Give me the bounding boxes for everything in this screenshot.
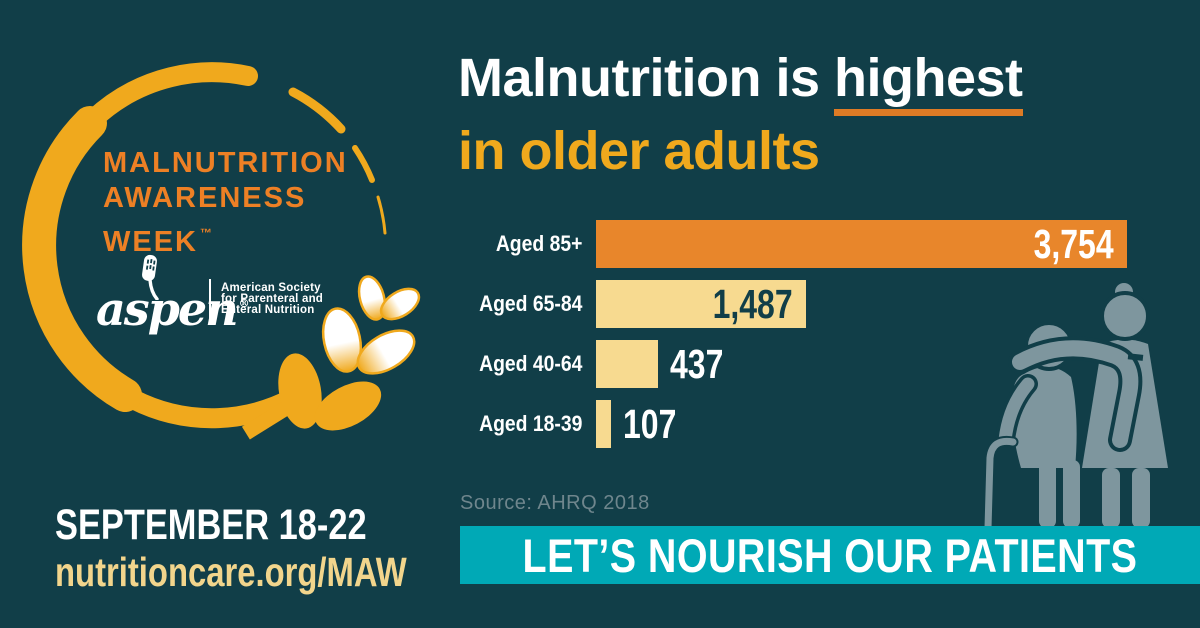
chart-value-label: 1,487 [712,281,793,327]
chart-bar [596,400,611,448]
headline-line2: in older adults [458,121,820,181]
headline-underlined-word: highest [834,51,1023,116]
chart-bar [596,340,658,388]
chart-category-label: Aged 18-39 [478,411,582,436]
registered-symbol: ® [238,297,250,310]
headline-line1: Malnutrition is highest [458,46,1023,116]
chart-category-label: Aged 40-64 [478,351,582,376]
chart-value-label: 107 [623,401,677,447]
aspen-wordmark: aspen ® [96,282,250,336]
chart-category-label: Aged 65-84 [478,291,582,316]
maw-title-line3: WEEK ™ [103,226,212,258]
chart-bar-track: 3,754 [596,220,1190,268]
chart-row: Aged 85+ 3,754 [446,220,1190,268]
event-dates: SEPTEMBER 18-22 [55,501,367,549]
maw-logo-title: MALNUTRITION AWARENESS WEEK ™ [103,146,348,260]
chart-category-label: Aged 85+ [495,231,582,256]
source-note: Source: AHRQ 2018 [460,492,650,514]
wheat-paddle-icon [142,254,159,300]
chart-value-label: 437 [670,341,724,387]
cta-banner: LET’S NOURISH OUR PATIENTS [460,526,1200,584]
cta-banner-text: LET’S NOURISH OUR PATIENTS [522,529,1138,582]
chart-bar-track: 107 [596,400,1190,448]
chart-bar-track: 437 [596,340,1190,388]
wheat-grains-icon [241,275,421,440]
chart-value-label: 3,754 [1033,221,1114,267]
chart-row: Aged 40-64 437 [446,340,1190,388]
trademark-symbol: ™ [200,226,212,240]
maw-title-line2: AWARENESS [103,182,307,214]
page-title: Malnutrition is highest in older adults [458,46,1023,183]
caregiver-patient-illustration [982,283,1168,534]
chart-bar: 1,487 [596,280,806,328]
chart-row: Aged 18-39 107 [446,400,1190,448]
chart-bar: 3,754 [596,220,1127,268]
circle-brush-arc-icon [22,62,387,429]
aspen-org-name: American Society for Parenteral and Ente… [221,282,324,316]
chart-bar-track: 1,487 [596,280,1190,328]
bar-chart: Aged 85+ 3,754 Aged 65-84 1,487 Aged 40-64 43… [446,220,1190,460]
chart-row: Aged 65-84 1,487 [446,280,1190,328]
event-url-link[interactable]: nutritioncare.org/MAW [55,549,407,595]
aspen-logo-divider [209,279,211,323]
maw-title-line1: MALNUTRITION [103,147,348,179]
